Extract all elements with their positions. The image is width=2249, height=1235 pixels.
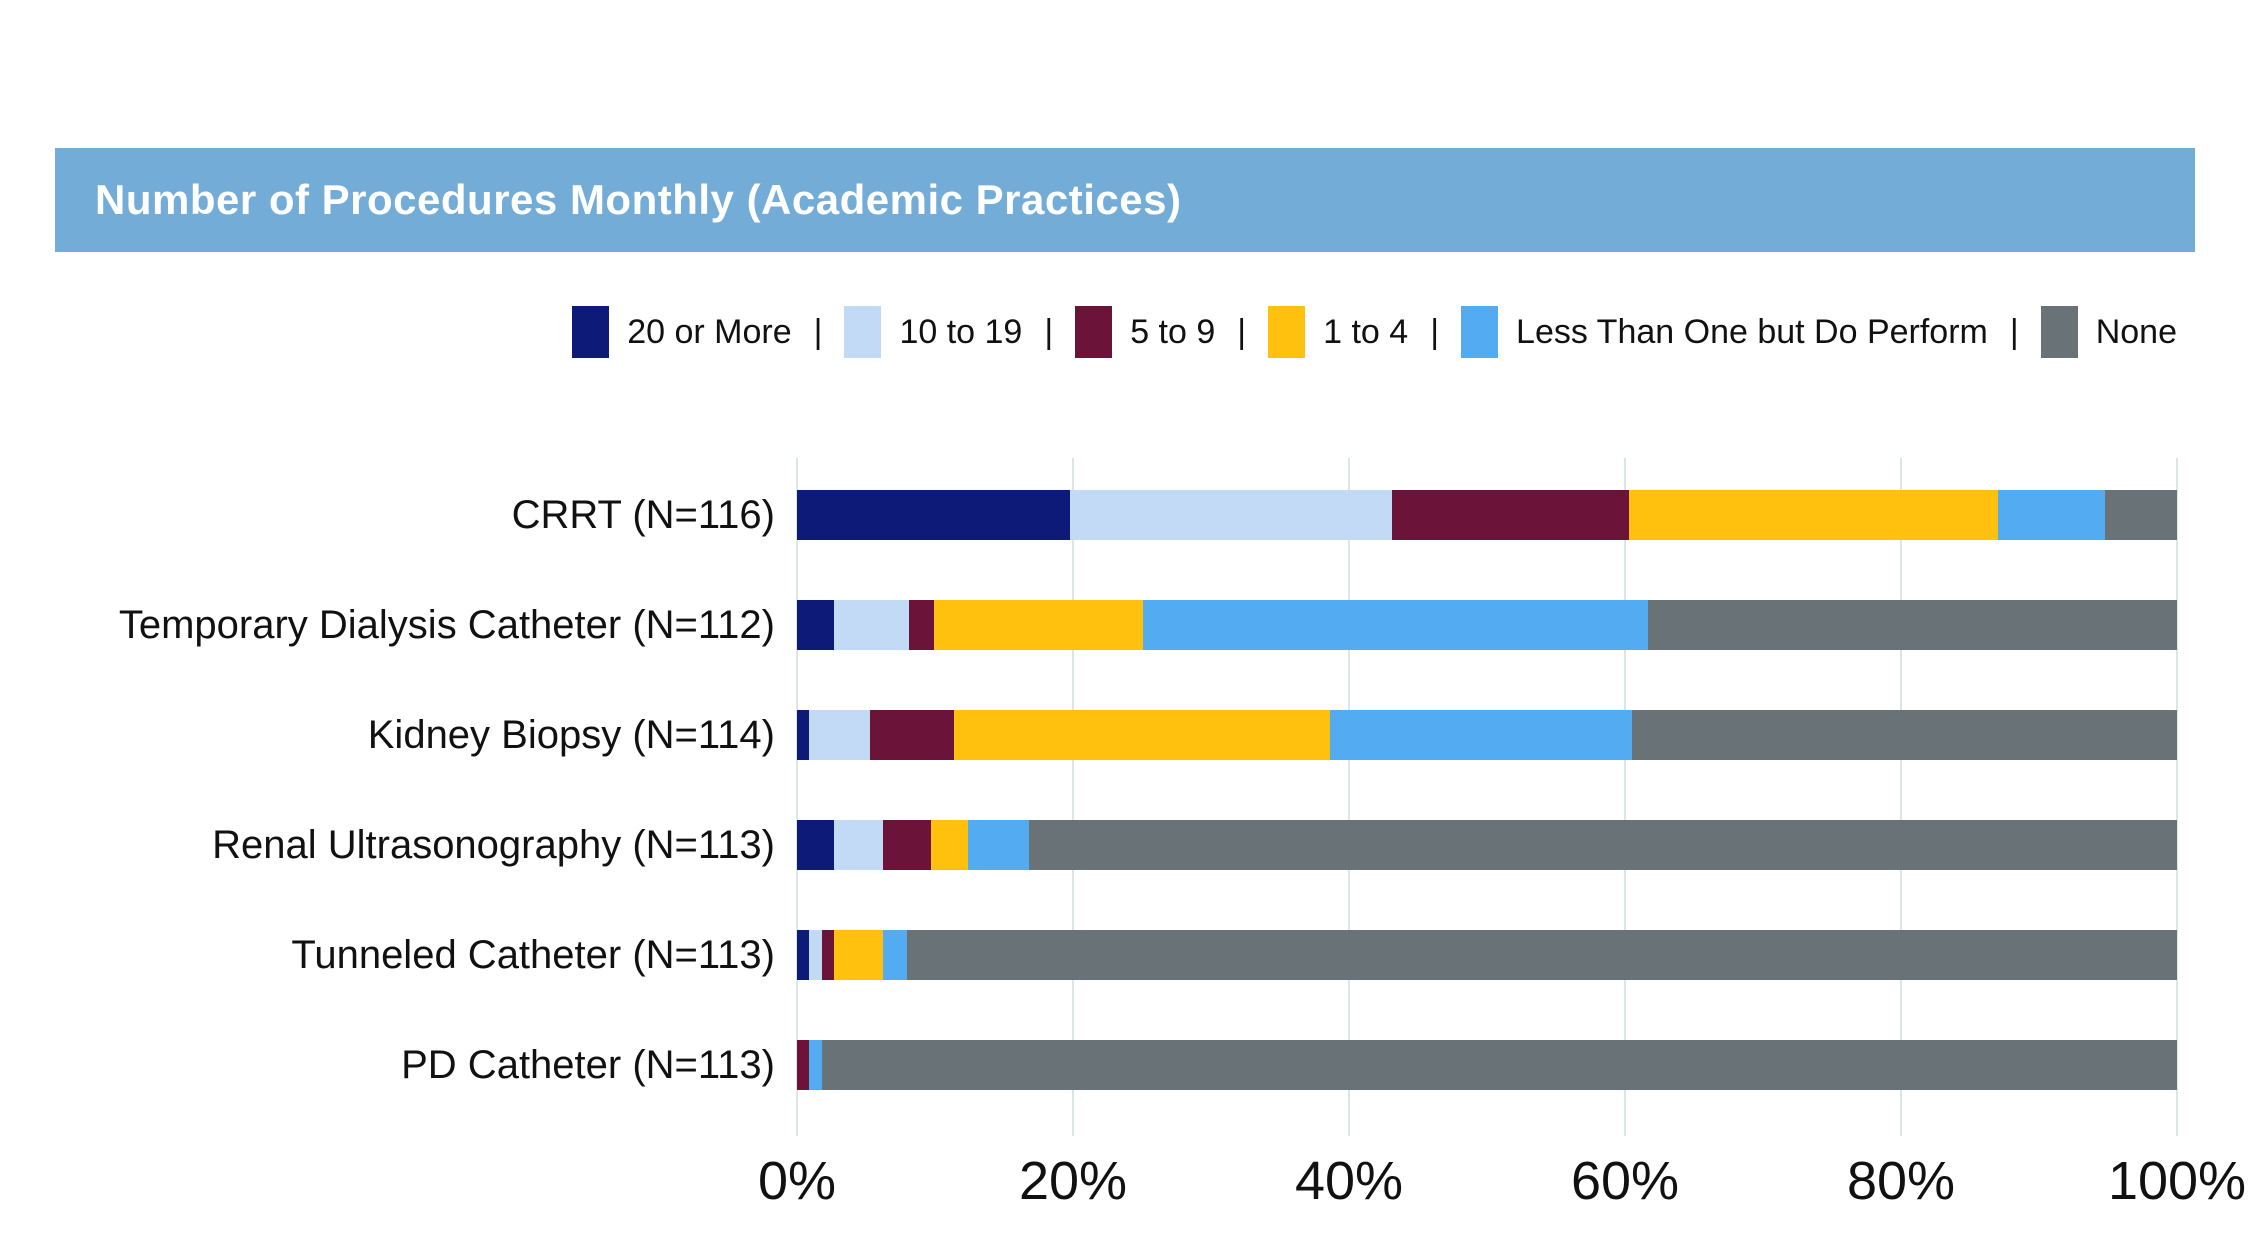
- chart-row: PD Catheter (N=113): [0, 1040, 2249, 1090]
- bar-segment: [834, 930, 883, 980]
- legend-separator: |: [2009, 312, 2019, 351]
- chart-row: CRRT (N=116): [0, 490, 2249, 540]
- gridline: [1348, 458, 1350, 1136]
- stacked-bar: [797, 820, 2177, 870]
- bar-segment: [933, 600, 1144, 650]
- bar-segment: [870, 710, 955, 760]
- stacked-bar: [797, 490, 2177, 540]
- stacked-bar: [797, 930, 2177, 980]
- bar-segment: [809, 930, 822, 980]
- gridline: [2176, 458, 2178, 1136]
- chart-row: Renal Ultrasonography (N=113): [0, 820, 2249, 870]
- legend-separator: |: [813, 312, 823, 351]
- legend-label: 5 to 9: [1130, 312, 1216, 351]
- bar-segment: [834, 820, 883, 870]
- category-label: Renal Ultrasonography (N=113): [212, 823, 775, 867]
- legend-separator: |: [1237, 312, 1247, 351]
- bar-segment: [797, 490, 1071, 540]
- legend-label: Less Than One but Do Perform: [1516, 312, 1988, 351]
- legend-swatch-icon: [844, 306, 882, 358]
- x-tick-label: 0%: [757, 1151, 837, 1211]
- bar-segment: [882, 820, 931, 870]
- chart-row: Tunneled Catheter (N=113): [0, 930, 2249, 980]
- legend-swatch-icon: [1268, 306, 1306, 358]
- legend: 20 or More | 10 to 19 | 5 to 9 | 1 to 4 | Less T…: [0, 304, 2249, 360]
- stacked-bar: [797, 600, 2177, 650]
- x-tick-label: 100%: [2107, 1151, 2247, 1211]
- bar-segment: [908, 600, 934, 650]
- bar-segment: [797, 710, 810, 760]
- bar-segment: [821, 930, 835, 980]
- category-label: PD Catheter (N=113): [401, 1043, 775, 1087]
- title-bar: Number of Procedures Monthly (Academic P…: [55, 148, 2195, 252]
- bar-segment: [954, 710, 1330, 760]
- legend-label: 10 to 19: [899, 312, 1023, 351]
- gridline: [1900, 458, 1902, 1136]
- bar-segment: [1629, 490, 1998, 540]
- legend-item: 10 to 19: [844, 306, 1022, 358]
- bar-segment: [797, 930, 810, 980]
- bar-segment: [1028, 820, 2177, 870]
- legend-item: 1 to 4: [1268, 306, 1408, 358]
- bar-segment: [797, 820, 835, 870]
- legend-separator: |: [1044, 312, 1054, 351]
- bar-segment: [1391, 490, 1630, 540]
- legend-label: 1 to 4: [1323, 312, 1409, 351]
- chart-row: Temporary Dialysis Catheter (N=112): [0, 600, 2249, 650]
- gridline: [1072, 458, 1074, 1136]
- legend-swatch-icon: [1075, 306, 1113, 358]
- legend-item: 5 to 9: [1075, 306, 1215, 358]
- category-label: Tunneled Catheter (N=113): [291, 933, 775, 977]
- category-label: Temporary Dialysis Catheter (N=112): [118, 603, 775, 647]
- legend-item: 20 or More: [572, 306, 792, 358]
- x-tick-label: 60%: [1570, 1151, 1680, 1211]
- bar-segment: [1648, 600, 2177, 650]
- legend-label: None: [2095, 312, 2177, 351]
- legend-swatch-icon: [2040, 306, 2078, 358]
- chart-row: Kidney Biopsy (N=114): [0, 710, 2249, 760]
- legend-item: Less Than One but Do Perform: [1461, 306, 1988, 358]
- bar-segment: [809, 1040, 822, 1090]
- legend-swatch-icon: [572, 306, 610, 358]
- bar-segment: [1631, 710, 2177, 760]
- chart-title: Number of Procedures Monthly (Academic P…: [95, 176, 1182, 223]
- legend-item: None: [2040, 306, 2177, 358]
- x-tick-label: 80%: [1846, 1151, 1956, 1211]
- x-axis: 0% 20% 40% 60% 80% 100%: [0, 1150, 2249, 1230]
- bar-segment: [797, 600, 835, 650]
- bar-segment: [797, 1040, 810, 1090]
- bar-segment: [930, 820, 969, 870]
- legend-separator: |: [1430, 312, 1440, 351]
- bar-segment: [821, 1040, 2177, 1090]
- x-tick-label: 20%: [1018, 1151, 1128, 1211]
- bar-segment: [968, 820, 1029, 870]
- bar-segment: [907, 930, 2177, 980]
- bar-segment: [1143, 600, 1649, 650]
- stacked-bar: [797, 1040, 2177, 1090]
- bar-segment: [2105, 490, 2177, 540]
- category-label: CRRT (N=116): [511, 493, 775, 537]
- bar-segment: [1070, 490, 1392, 540]
- x-tick-label: 40%: [1294, 1151, 1404, 1211]
- legend-label: 20 or More: [627, 312, 792, 351]
- bar-segment: [1997, 490, 2106, 540]
- bar-segment: [834, 600, 909, 650]
- bar-segment: [809, 710, 871, 760]
- bar-segment: [882, 930, 908, 980]
- bar-segment: [1329, 710, 1632, 760]
- legend-swatch-icon: [1461, 306, 1499, 358]
- gridline: [1624, 458, 1626, 1136]
- category-label: Kidney Biopsy (N=114): [367, 713, 775, 757]
- stacked-bar: [797, 710, 2177, 760]
- gridline: [796, 458, 798, 1136]
